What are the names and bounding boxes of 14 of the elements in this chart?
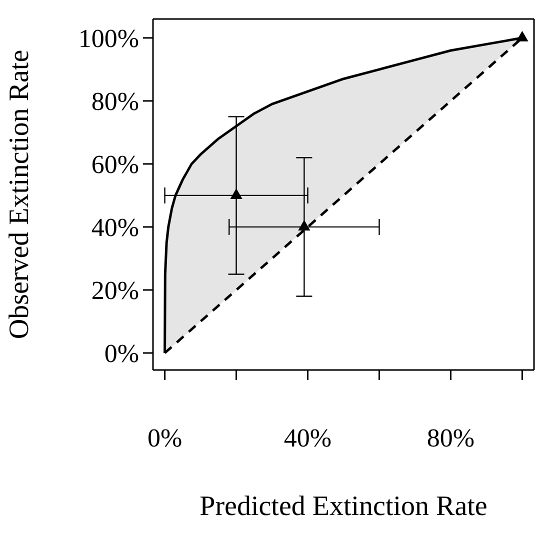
y-tick-label: 80% <box>91 87 139 116</box>
point <box>298 220 310 230</box>
y-tick-label: 100% <box>78 24 139 54</box>
x-tick-label: 40% <box>284 423 332 452</box>
point <box>516 30 528 42</box>
y-tick-label: 40% <box>91 213 139 242</box>
x-tick-label: 80% <box>426 423 475 452</box>
y-tick-label: 20% <box>91 276 139 306</box>
y-tick-label: 0% <box>104 339 139 368</box>
y-axis-title: Observed Extinction Rate <box>4 50 35 340</box>
y-tick-label: 60% <box>91 150 139 180</box>
x-axis-title: Predicted Extinction Rate <box>200 491 488 522</box>
x-tick-label: 0% <box>147 423 182 452</box>
point <box>230 188 242 199</box>
